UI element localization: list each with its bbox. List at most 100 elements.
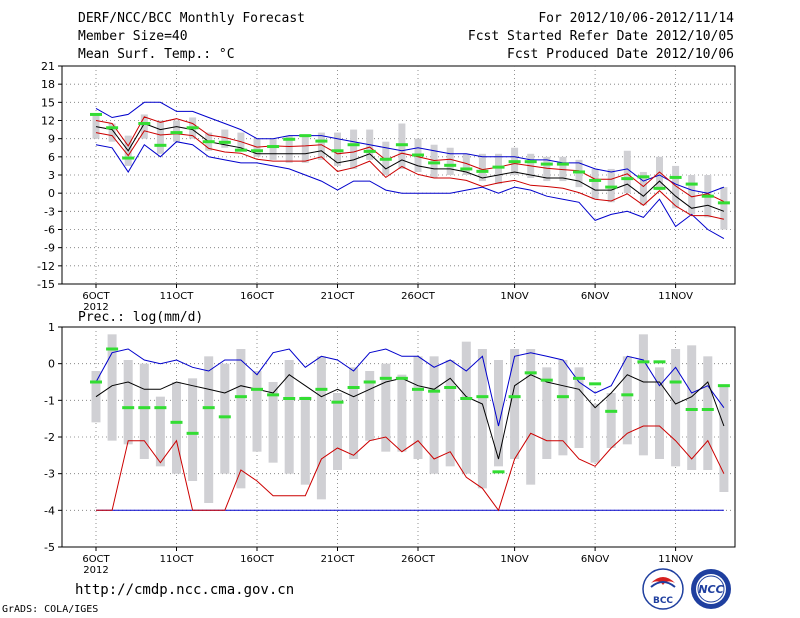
ensemble-box [720,187,728,230]
forecast-marker [122,406,135,410]
y-tick-label: -15 [37,278,55,291]
forecast-marker [363,380,376,384]
forecast-marker [122,156,135,160]
ensemble-box [252,371,262,452]
ensemble-box [220,363,230,474]
forecast-marker [701,408,714,411]
x-tick-label: 6NOV [581,554,610,565]
forecast-marker [267,393,280,397]
ensemble-box [365,371,375,441]
forecast-marker [106,347,119,351]
x-tick-label: 6OCT [82,291,110,302]
ensemble-box [719,385,729,492]
ensemble-box [349,367,359,459]
ensemble-box [574,367,584,448]
forecast-marker [347,386,360,389]
ensemble-box [478,153,486,182]
x-tick-label: 1NOV [500,291,529,302]
ensemble-box [92,114,100,139]
forecast-marker [267,145,280,149]
y-tick-label: -3 [44,205,55,218]
max-line [95,101,725,194]
x-tick-label: 11OCT [160,554,195,565]
x-tick-label: 26OCT [401,291,436,302]
ensemble-box [606,393,616,448]
ensemble-box [397,374,407,452]
forecast-marker [621,177,634,181]
forecast-marker [573,170,585,174]
ensemble-box [317,132,325,160]
y-tick-label: 12 [41,115,55,128]
forecast-marker [508,160,521,164]
forecast-marker [186,431,199,435]
y-tick-label: 6 [48,151,55,164]
forecast-marker [412,387,424,391]
ensemble-box [607,168,615,203]
ensemble-box [656,156,663,191]
forecast-marker [234,395,247,399]
forecast-marker [347,143,360,147]
ensemble-box [623,150,631,194]
precip-label: Prec.: log(mm/d) [78,310,204,325]
forecast-marker [202,140,215,144]
x-tick-label: 11NOV [658,291,693,302]
forecast-marker [186,126,199,130]
min-line [95,141,725,240]
ensemble-mean-line [95,374,725,460]
ensemble-box [590,404,600,463]
ensemble-box [268,382,278,463]
x-year-label: 2012 [83,565,108,576]
forecast-marker [283,397,296,400]
ensemble-box [316,356,326,500]
forecast-marker [251,387,263,391]
produced-date: Fcst Produced Date 2012/10/06 [507,47,734,62]
y-tick-label: 0 [48,187,55,200]
forecast-marker [492,165,505,169]
ensemble-box [350,129,358,169]
forecast-marker [106,126,119,130]
y-tick-label: 1 [48,321,55,334]
forecast-marker [460,397,473,400]
ensemble-box [156,120,164,154]
ensemble-box [284,360,294,474]
ensemble-box [429,356,439,474]
forecast-marker [476,395,489,399]
ensemble-box [672,165,680,209]
forecast-marker [637,175,650,179]
member-size: Member Size=40 [78,29,188,44]
ensemble-box [204,356,214,503]
max-line [95,348,725,427]
x-tick-label: 11NOV [658,554,693,565]
y-tick-label: 9 [48,133,55,146]
ensemble-box [559,156,567,182]
ensemble-box [591,168,599,200]
lower-spread-line [96,425,725,512]
ensemble-box [123,360,133,445]
forecast-marker [363,149,376,153]
ensemble-box [558,360,568,456]
ensemble-box [494,360,503,467]
forecast-marker [170,420,183,424]
ensemble-box [703,356,713,470]
x-year-label: 2012 [83,302,108,313]
forecast-marker [218,140,231,144]
ensemble-box [495,153,502,185]
ensemble-box [575,159,583,188]
forecast-marker [154,406,167,410]
ensemble-box [477,349,487,489]
forecast-marker [154,143,167,147]
ensemble-box [107,334,117,441]
forecast-marker [138,122,151,126]
ensemble-box [301,135,309,163]
ensemble-box [413,356,423,459]
forecast-marker [556,162,569,166]
forecast-marker [653,360,666,364]
ensemble-box [221,129,229,148]
y-tick-label: -4 [44,504,55,517]
upper-spread-line [95,116,725,203]
ensemble-box [639,171,647,206]
forecast-marker [379,376,392,380]
forecast-marker [589,382,602,386]
forecast-marker [331,400,344,404]
